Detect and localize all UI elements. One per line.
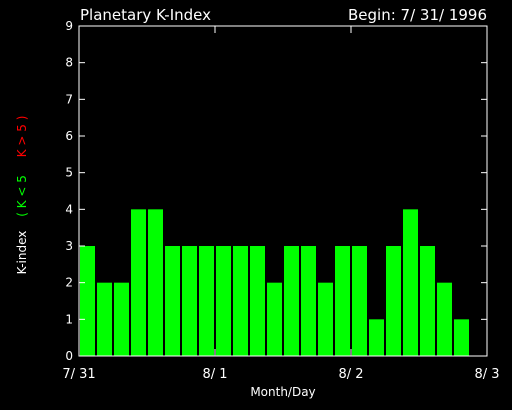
y-tick-label: 6 [65,129,73,143]
y-tick-label: 0 [65,349,73,363]
y-axis-label-high: K > 5 ) [15,116,29,158]
chart-title: Planetary K-Index [80,6,211,24]
k-index-bar [369,319,384,356]
k-index-bar [403,209,418,356]
k-index-bar [216,246,231,356]
k-index-bar [97,282,112,356]
k-index-bar [335,246,350,356]
y-tick-label: 5 [65,166,73,180]
k-index-bar [437,282,452,356]
x-tick-label: 8/ 3 [474,367,499,382]
y-axis-label: K-index ( K < 5 K > 5 ) [15,116,29,275]
k-index-bar [386,246,401,356]
y-tick-label: 3 [65,239,73,253]
y-tick-label: 7 [65,92,73,106]
y-tick-label: 1 [65,312,73,326]
bars-group [80,209,469,356]
x-tick-label: 8/ 2 [338,367,363,382]
k-index-bar [182,246,197,356]
y-axis-label-kindex: K-index [15,231,29,275]
k-index-bar [250,246,265,356]
x-ticks-group: 7/ 31 8/ 1 8/ 2 8/ 3 [62,26,500,382]
y-tick-label: 4 [65,202,73,216]
k-index-bar [233,246,248,356]
axes-group [78,25,488,357]
x-axis-label: Month/Day [250,385,315,399]
begin-date-label: Begin: 7/ 31/ 1996 [348,6,487,24]
k-index-bar [454,319,469,356]
y-axis-label-low: ( K < 5 [15,175,29,217]
x-tick-label: 7/ 31 [62,367,95,382]
k-index-bar [318,282,333,356]
k-index-bar [301,246,316,356]
y-tick-label: 9 [65,19,73,33]
k-index-bar [165,246,180,356]
k-index-bar [80,246,95,356]
plot-frame [78,25,488,357]
y-ticks-group: 0 1 2 3 4 5 6 7 8 9 [65,19,487,363]
y-tick-label: 8 [65,56,73,70]
k-index-bar [131,209,146,356]
x-tick-label: 8/ 1 [202,367,227,382]
k-index-bar [284,246,299,356]
k-index-bar [420,246,435,356]
k-index-bar [148,209,163,356]
y-tick-label: 2 [65,276,73,290]
k-index-bar [267,282,282,356]
k-index-bar [352,246,367,356]
k-index-bar [114,282,129,356]
k-index-bar [199,246,214,356]
